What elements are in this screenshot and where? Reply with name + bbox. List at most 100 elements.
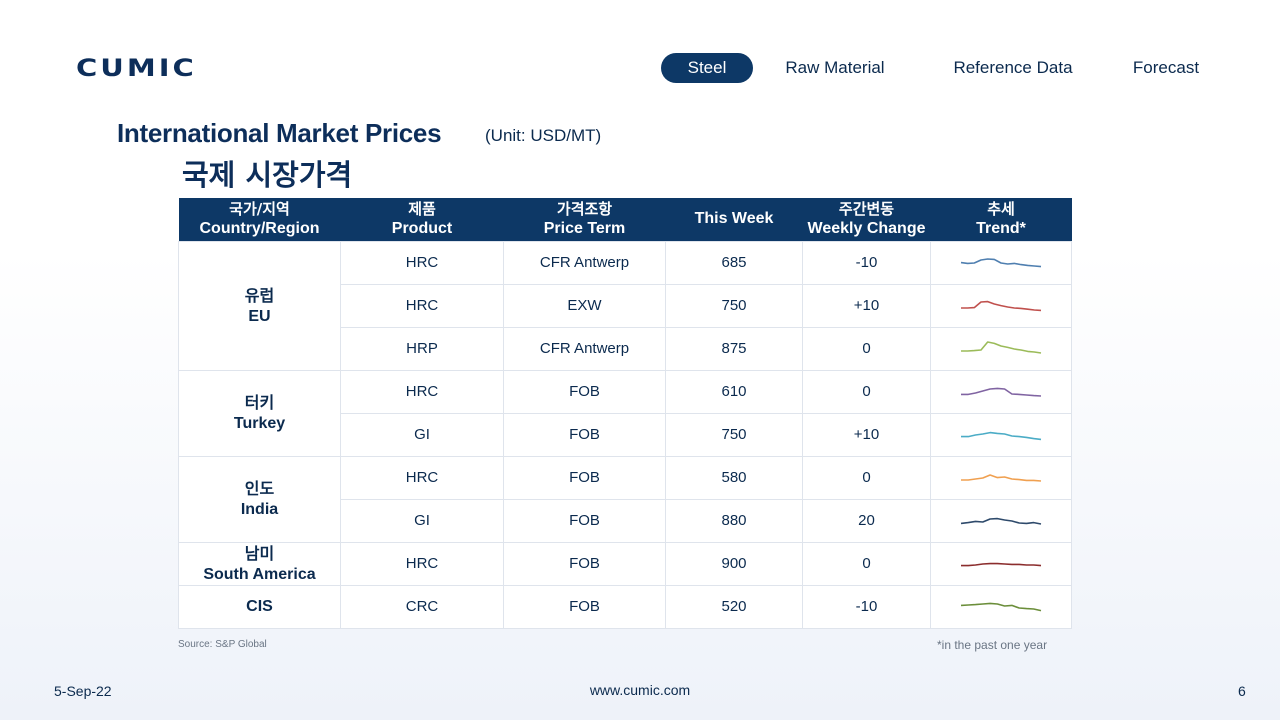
price-term-cell: EXW [503,283,666,328]
trend-line [961,300,1042,311]
product-cell: HRC [340,283,504,328]
nav-tab-forecast[interactable]: Forecast [1132,58,1200,77]
trend-sparkline-cell [930,369,1072,414]
trend-sparkline [960,602,1042,611]
weekly-change-cell: -10 [802,240,931,285]
trend-sparkline-cell [930,498,1072,543]
region-name-english: EU [248,307,271,325]
region-cell: 남미 South America [178,541,341,586]
price-term-cell: FOB [503,412,666,457]
this-week-price-cell: 880 [665,498,803,543]
trend-sparkline [960,257,1042,267]
trend-sparkline [961,473,1042,482]
trend-sparkline-cell [930,283,1072,328]
this-week-price-cell: 520 [665,584,803,629]
trend-line [961,387,1042,397]
region-name-english: CIS [246,598,273,615]
price-term-cell: FOB [503,541,666,586]
product-cell: HRC [340,240,504,285]
weekly-change-cell: 20 [802,498,931,543]
price-term-cell: CFR Antwerp [503,326,666,371]
trend-sparkline [960,517,1042,525]
trend-sparkline [961,387,1042,397]
trend-sparkline-cell [930,584,1072,629]
header-country-region: 국가/지역 Country/Region [178,198,341,241]
product-cell: HRC [340,455,504,500]
product-cell: HRC [340,541,504,586]
trend-sparkline-cell [930,240,1072,285]
source-note: Source: S&P Global [178,639,267,650]
product-cell: GI [340,498,504,543]
region-name-korean: 남미 [244,543,275,563]
nav-tab-raw-material[interactable]: Raw Material [785,58,885,77]
trend-sparkline-cell [930,541,1072,586]
table-row: 인도 India HRC FOB 580 0 [178,455,1072,543]
header-weekly-change: 주간변동 Weekly Change [802,198,931,241]
price-table: 국가/지역 Country/Region 제품 Product 가격조항 Price … [178,198,1072,629]
table-row: 유럽 EU HRC CFR Antwerp 685 -10 [178,240,1072,371]
this-week-price-cell: 580 [665,455,803,500]
table-row: 남미 South America HRC FOB 900 0 [178,541,1072,586]
page-number: 6 [1238,683,1246,699]
top-nav: Steel Raw Material Reference Data Foreca… [0,53,1280,83]
product-cell: GI [340,412,504,457]
table-row: HRC EXW 750 +10 [179,283,1072,328]
this-week-price-cell: 750 [665,412,803,457]
header-price-term: 가격조항 Price Term [503,198,666,241]
price-term-cell: FOB [503,584,666,629]
this-week-price-cell: 900 [665,541,803,586]
weekly-change-cell: +10 [802,283,931,328]
weekly-change-cell: +10 [802,412,931,457]
weekly-change-cell: 0 [802,455,931,500]
region-cell: 유럽 EU [178,240,341,371]
trend-line [960,602,1042,611]
weekly-change-cell: 0 [802,326,931,371]
region-cell: CIS [178,584,341,629]
price-term-cell: FOB [503,498,666,543]
table-row: CIS CRC FOB 520 -10 [178,584,1072,629]
table-header-row: 국가/지역 Country/Region 제품 Product 가격조항 Price … [178,198,1072,241]
website-url: www.cumic.com [589,682,691,698]
this-week-price-cell: 610 [665,369,803,414]
trend-line [960,517,1042,525]
table-row: 터키 Turkey HRC FOB 610 0 [178,369,1072,457]
nav-tab-steel[interactable]: Steel [661,53,753,83]
trend-line [961,340,1042,354]
region-cell: 터키 Turkey [178,369,341,457]
price-term-cell: FOB [503,455,666,500]
header-product: 제품 Product [340,198,504,241]
trend-sparkline [961,431,1042,440]
region-cell: 인도 India [178,455,341,543]
trend-sparkline [961,562,1042,566]
trend-sparkline-cell [930,326,1072,371]
price-term-cell: CFR Antwerp [503,240,666,285]
region-name-korean: 유럽 [244,285,275,305]
slide-date: 5-Sep-22 [54,683,112,699]
page-title-korean: 국제 시장가격 [182,158,353,192]
logo-text: CUMIC [76,54,197,82]
price-term-cell: FOB [503,369,666,414]
product-cell: HRP [340,326,504,371]
product-cell: CRC [340,584,504,629]
region-name-korean: 인도 [244,479,275,498]
table-body: 유럽 EU HRC CFR Antwerp 685 -10 HRC EXW 750 +10 HRP C… [178,240,1072,629]
unit-label: (Unit: USD/MT) [485,126,602,145]
trend-line [961,431,1042,440]
this-week-price-cell: 875 [665,326,803,371]
header-this-week: This Week [665,198,803,241]
trend-line [960,257,1042,267]
trend-line [961,473,1042,482]
trend-sparkline [961,300,1042,311]
product-cell: HRC [340,369,504,414]
weekly-change-cell: -10 [802,584,931,629]
trend-sparkline-cell [930,455,1072,500]
region-name-english: Turkey [233,415,286,432]
trend-line [961,562,1042,566]
nav-tab-reference-data[interactable]: Reference Data [953,58,1073,77]
cumic-logo: CUMIC [76,52,197,84]
trend-footnote: *in the past one year [937,638,1048,652]
header-trend: 추세 Trend* [930,198,1072,241]
trend-sparkline-cell [930,412,1072,457]
trend-sparkline [961,340,1042,354]
region-name-english: South America [203,565,316,583]
